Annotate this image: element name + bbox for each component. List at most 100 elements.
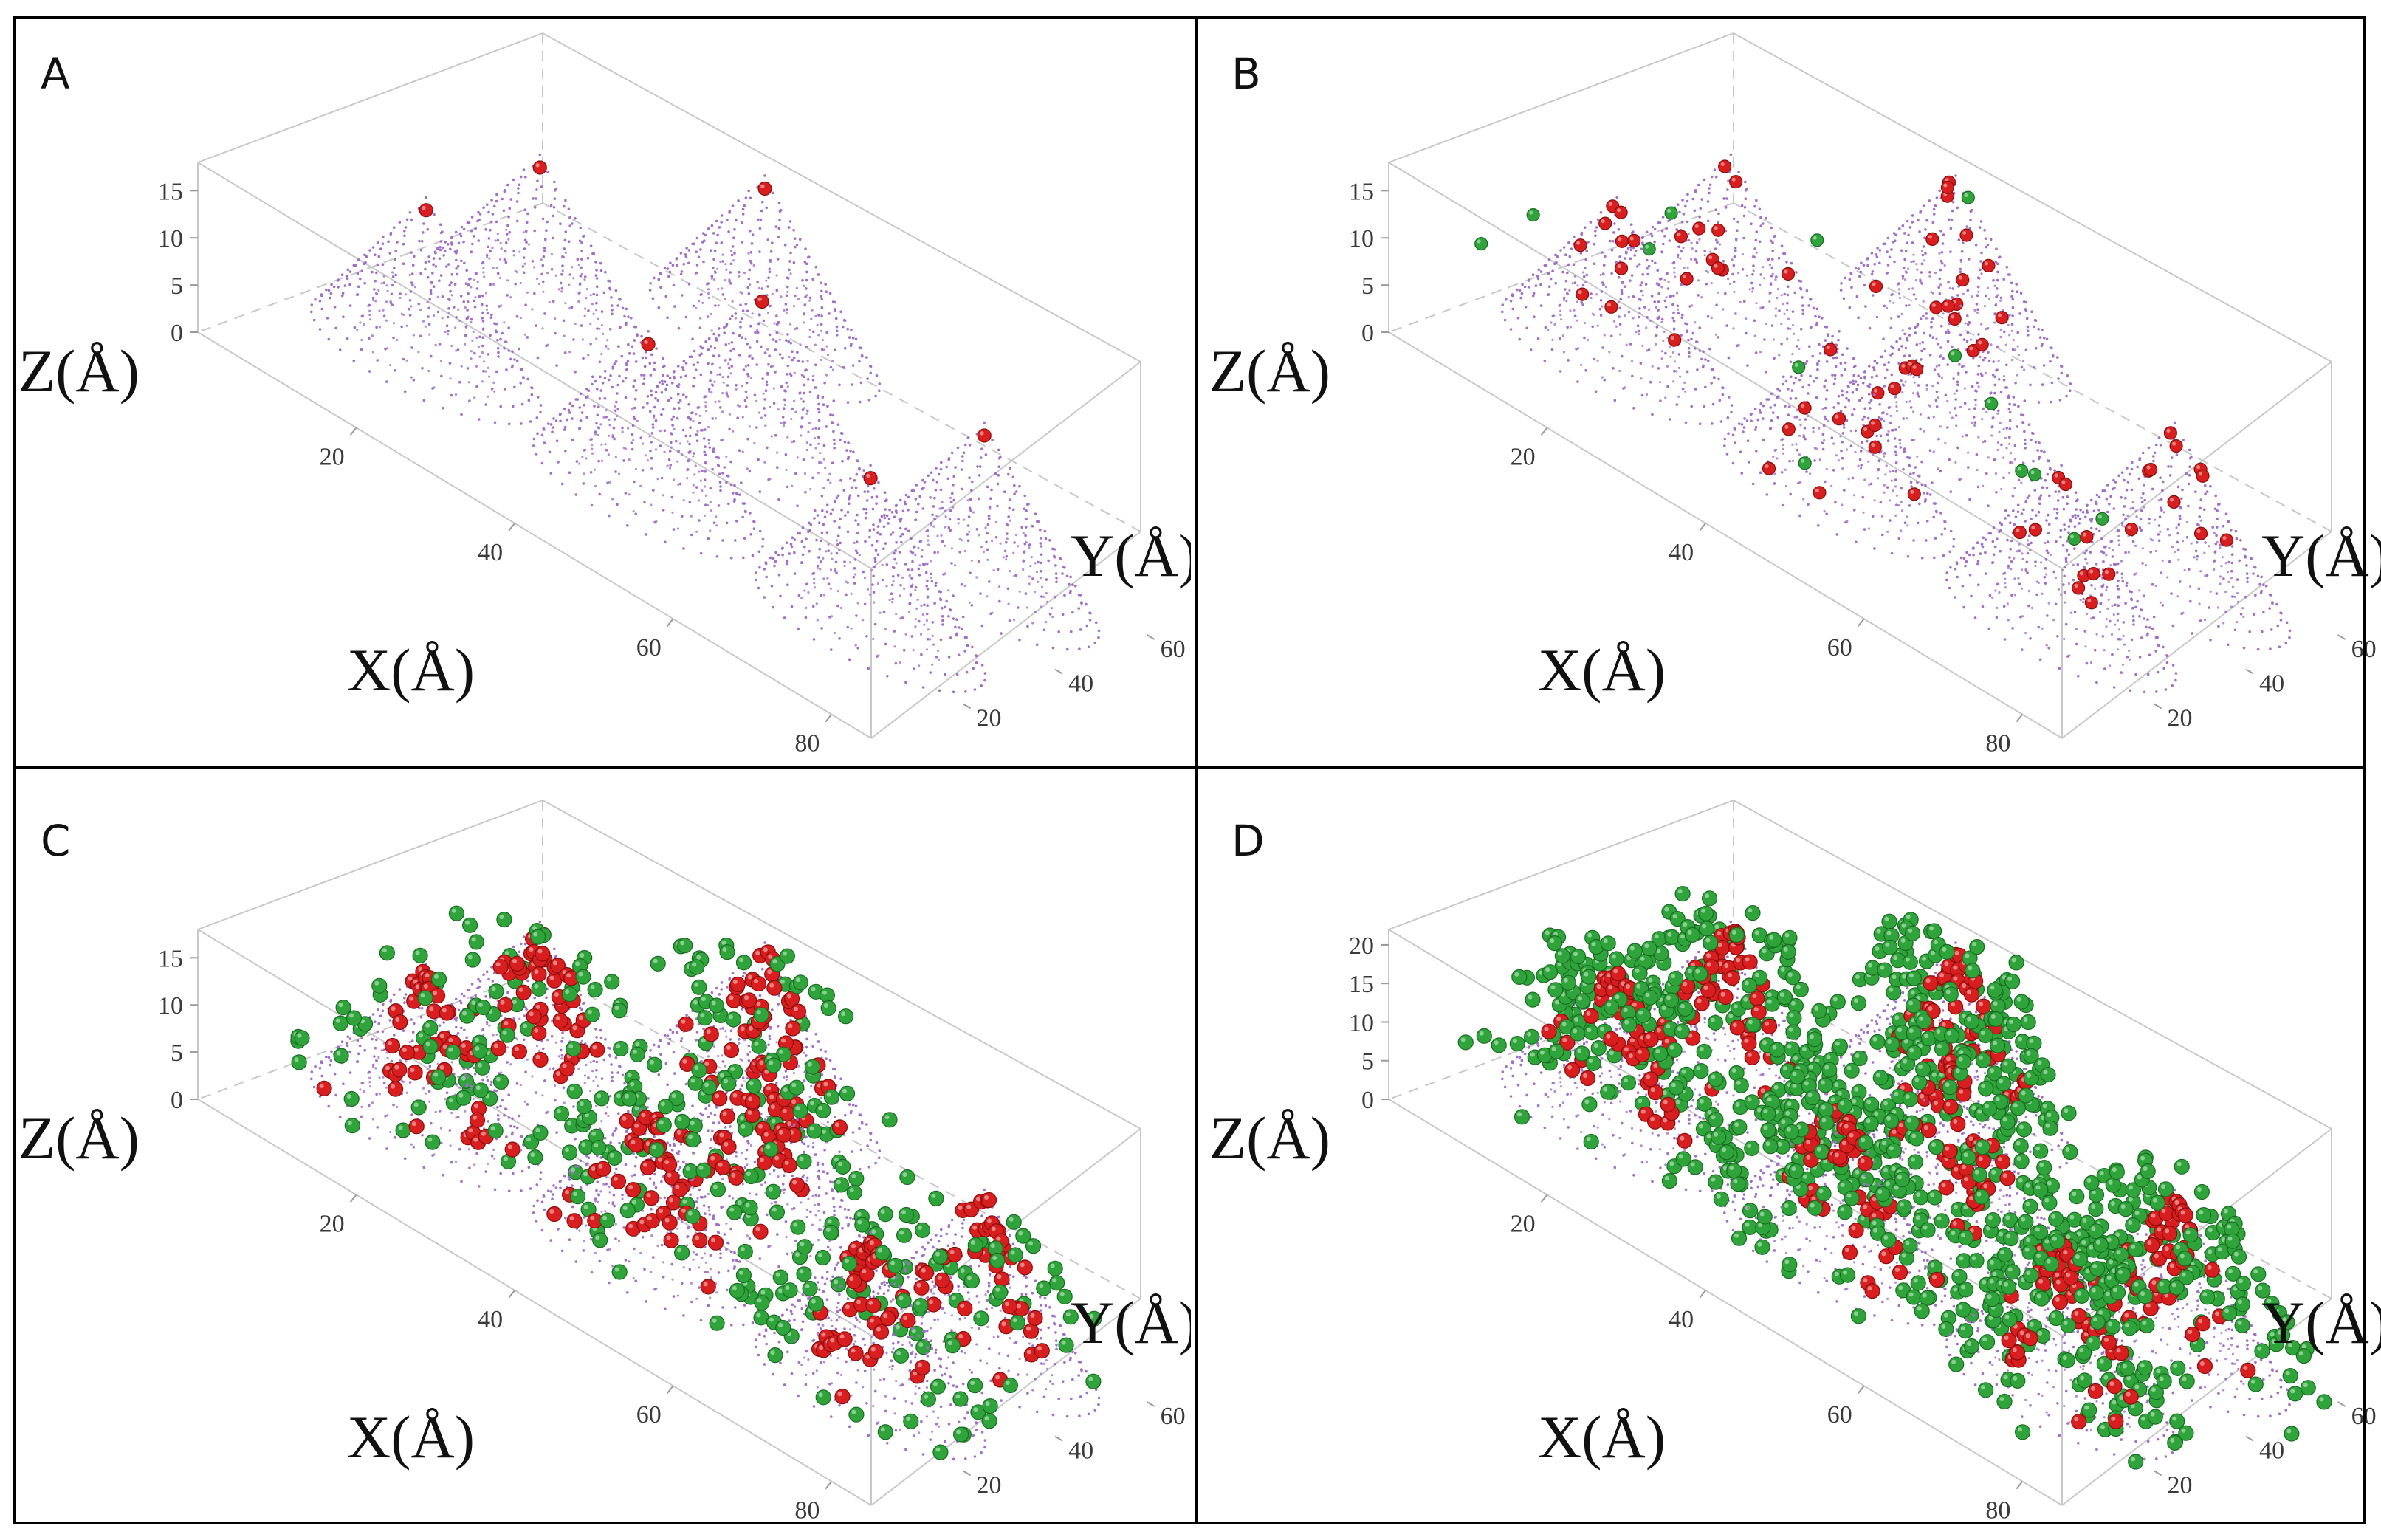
- lattice-point: [1710, 382, 1713, 385]
- lattice-point: [2106, 510, 2109, 514]
- lattice-point: [1653, 227, 1657, 231]
- lattice-point: [1925, 384, 1928, 387]
- lattice-point: [1848, 306, 1852, 309]
- lattice-point: [1878, 261, 1881, 265]
- lattice-point: [820, 495, 824, 498]
- lattice-point: [957, 653, 961, 657]
- lattice-point: [1680, 316, 1684, 320]
- lattice-point: [1869, 407, 1872, 410]
- lattice-point: [679, 376, 683, 379]
- lattice-point: [798, 238, 802, 241]
- lattice-point: [553, 197, 557, 201]
- lattice-point: [1702, 350, 1705, 354]
- lattice-point: [2151, 487, 2154, 491]
- lattice-point: [938, 597, 942, 600]
- lattice-point: [1863, 415, 1866, 419]
- atom-highlight: [1714, 264, 1718, 268]
- lattice-point: [470, 250, 473, 254]
- lattice-point: [1993, 375, 1996, 379]
- lattice-point: [783, 309, 786, 312]
- lattice-point: [2059, 535, 2062, 539]
- lattice-point: [1863, 478, 1866, 481]
- lattice-point: [1886, 530, 1889, 533]
- x-tick-label: 20: [320, 443, 345, 470]
- lattice-point: [1860, 396, 1863, 400]
- lattice-point: [804, 247, 807, 250]
- lattice-point: [2024, 447, 2027, 450]
- lattice-point: [1980, 323, 1983, 326]
- lattice-point: [1771, 241, 1774, 244]
- lattice-point: [681, 428, 685, 432]
- lattice-point: [1886, 250, 1889, 254]
- lattice-point: [459, 295, 463, 298]
- lattice-point: [410, 251, 413, 254]
- lattice-point: [695, 306, 698, 309]
- lattice-point: [817, 419, 821, 422]
- lattice-point: [728, 210, 732, 213]
- lattice-point: [1028, 575, 1031, 578]
- lattice-point: [2246, 577, 2249, 580]
- lattice-point: [944, 673, 946, 676]
- lattice-point: [653, 520, 656, 524]
- lattice-point: [1918, 502, 1921, 506]
- lattice-point: [2037, 401, 2041, 404]
- lattice-point: [947, 656, 951, 659]
- lattice-point: [1694, 388, 1697, 391]
- lattice-point: [1869, 399, 1873, 402]
- lattice-point: [676, 416, 679, 420]
- lattice-point: [971, 645, 974, 649]
- lattice-point: [1070, 630, 1073, 633]
- lattice-point: [616, 503, 619, 506]
- lattice-point: [1045, 578, 1048, 581]
- lattice-point: [935, 515, 938, 518]
- lattice-point: [441, 295, 444, 298]
- lattice-point: [2112, 686, 2116, 689]
- lattice-point: [1816, 524, 1820, 527]
- lattice-point: [2131, 461, 2134, 464]
- lattice-point: [1967, 466, 1970, 469]
- lattice-point: [1627, 310, 1631, 314]
- lattice-point: [1803, 427, 1807, 430]
- lattice-point: [824, 467, 827, 470]
- lattice-point: [1903, 447, 1906, 450]
- lattice-point: [2226, 643, 2230, 647]
- lattice-point: [2199, 506, 2202, 510]
- lattice-point: [1044, 537, 1048, 540]
- lattice-point: [808, 335, 811, 339]
- lattice-point: [1964, 322, 1967, 325]
- lattice-point: [568, 273, 571, 276]
- lattice-point: [688, 501, 692, 504]
- lattice-point: [1866, 257, 1869, 260]
- lattice-point: [1638, 312, 1641, 315]
- lattice-point: [487, 366, 489, 369]
- lattice-point: [1815, 307, 1818, 311]
- lattice-point: [1772, 455, 1775, 458]
- lattice-point: [1590, 292, 1593, 295]
- lattice-point: [2197, 587, 2201, 591]
- lattice-point: [1778, 389, 1782, 392]
- lattice-point: [2017, 354, 2020, 357]
- lattice-point: [707, 296, 711, 300]
- x-tick-label: 60: [636, 634, 662, 661]
- lattice-point: [938, 658, 941, 661]
- lattice-point: [1719, 420, 1723, 423]
- lattice-point: [1583, 226, 1587, 230]
- lattice-point: [1728, 282, 1732, 286]
- lattice-point: [1786, 309, 1789, 312]
- lattice-point: [532, 444, 535, 447]
- lattice-point: [441, 230, 444, 233]
- lattice-point: [1999, 391, 2003, 393]
- lattice-point: [2049, 400, 2052, 404]
- lattice-point: [2204, 574, 2207, 577]
- lattice-point: [1097, 629, 1101, 633]
- lattice-point: [1940, 377, 1943, 380]
- lattice-point: [1759, 306, 1762, 309]
- lattice-point: [1696, 368, 1699, 371]
- lattice-point: [1620, 289, 1624, 292]
- lattice-point: [2254, 594, 2257, 597]
- lattice-point: [2256, 574, 2260, 578]
- lattice-point: [1079, 628, 1082, 631]
- lattice-point: [405, 324, 408, 327]
- lattice-point: [2008, 419, 2012, 422]
- lattice-point: [814, 265, 818, 269]
